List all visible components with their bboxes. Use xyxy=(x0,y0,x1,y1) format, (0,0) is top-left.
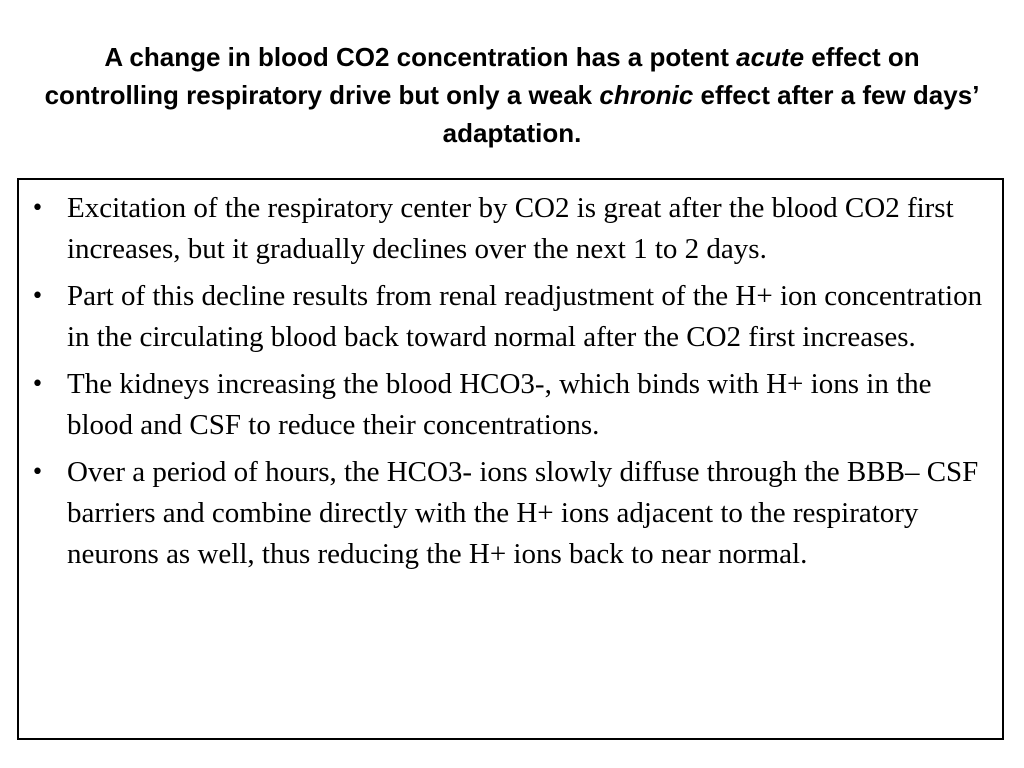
bullet-text: Over a period of hours, the HCO3- ions s… xyxy=(67,456,979,570)
bullet-item: • Over a period of hours, the HCO3- ions… xyxy=(29,452,988,575)
title-text-3: effect after a few days’ adaptation. xyxy=(442,80,980,148)
bullet-text: Excitation of the respiratory center by … xyxy=(67,192,954,265)
bullet-item: • The kidneys increasing the blood HCO3-… xyxy=(29,364,988,446)
title-text-1: A change in blood CO2 concentration has … xyxy=(104,42,737,72)
title-text-2: effect on controlling respiratory drive … xyxy=(44,42,920,110)
bullet-dot-icon: • xyxy=(31,372,44,397)
bullet-dot-icon: • xyxy=(31,460,44,485)
bullet-item: • Excitation of the respiratory center b… xyxy=(29,188,988,270)
content-box: • Excitation of the respiratory center b… xyxy=(17,178,1004,740)
bullet-text: Part of this decline results from renal … xyxy=(67,280,983,353)
bullet-dot-icon: • xyxy=(31,284,44,309)
title-emphasis-acute: acute xyxy=(736,42,805,72)
bullet-dot-icon: • xyxy=(31,196,44,221)
bullet-item: • Part of this decline results from rena… xyxy=(29,276,988,358)
bullet-text: The kidneys increasing the blood HCO3-, … xyxy=(67,368,932,441)
title-emphasis-chronic: chronic xyxy=(599,80,694,110)
bullet-list: • Excitation of the respiratory center b… xyxy=(19,180,1002,575)
slide-title: A change in blood CO2 concentration has … xyxy=(40,38,984,152)
